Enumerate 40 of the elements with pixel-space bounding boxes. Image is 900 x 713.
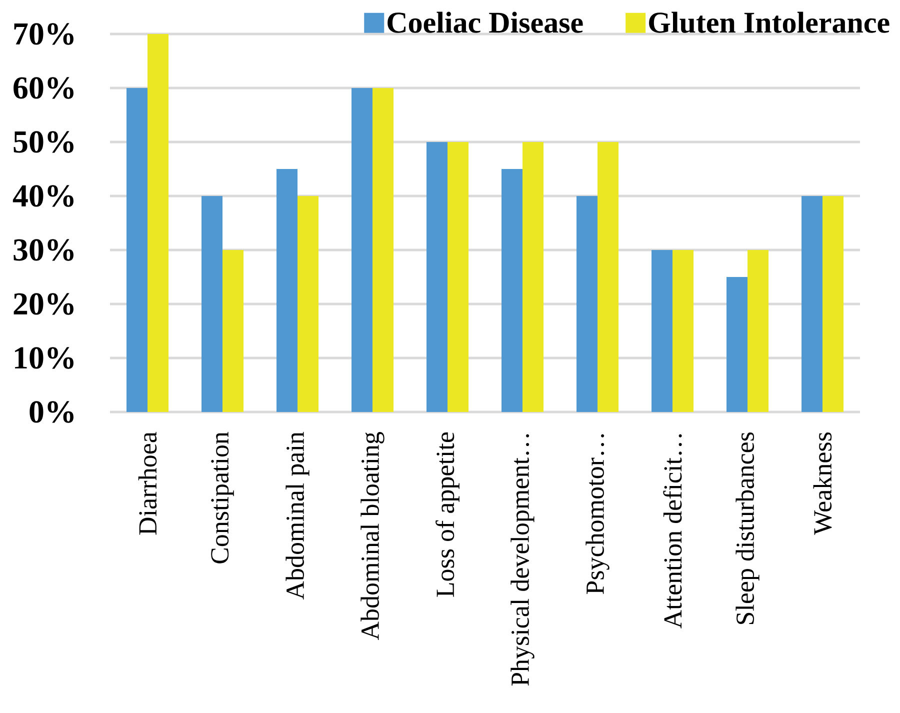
bar — [298, 196, 318, 412]
x-tick-label: Constipation — [211, 432, 234, 564]
y-tick-label: 20% — [14, 293, 74, 315]
y-tick-label: 60% — [14, 77, 74, 99]
bar — [652, 250, 673, 412]
y-tick-label: 70% — [14, 23, 74, 45]
bar — [802, 196, 823, 412]
bar — [576, 196, 598, 412]
x-tick-label: Weakness — [813, 432, 832, 535]
x-tick-label: Abdominal pain — [286, 432, 310, 600]
x-tick-label: Attention deficit… — [663, 434, 682, 628]
bar — [522, 142, 544, 412]
x-tick-label: Psychomotor… — [586, 434, 610, 594]
legend-label: Gluten Intolerance — [649, 12, 890, 33]
bar — [372, 88, 394, 412]
x-tick-label: Diarrhoea — [138, 432, 157, 535]
bar — [276, 169, 298, 412]
bar — [202, 196, 223, 412]
bar — [148, 34, 168, 412]
x-tick-label: Physical development… — [510, 434, 534, 686]
bar — [126, 88, 148, 412]
x-tick-label: Loss of appetite — [436, 432, 460, 597]
y-tick-label: 30% — [14, 239, 74, 261]
bar — [502, 169, 523, 412]
bar — [748, 250, 769, 412]
bar — [352, 88, 373, 412]
bar — [822, 196, 844, 412]
bar — [598, 142, 619, 412]
y-tick-label: 10% — [15, 347, 74, 369]
y-tick-label: 40% — [12, 185, 74, 207]
bar — [222, 250, 244, 412]
bar — [448, 142, 469, 412]
y-tick-label: 50% — [14, 131, 74, 153]
bar — [426, 142, 448, 412]
x-tick-label: Sleep disturbances — [736, 432, 760, 624]
bar — [726, 277, 748, 412]
legend-label: Coeliac Disease — [388, 12, 583, 33]
bar — [672, 250, 694, 412]
y-tick-label: 0% — [30, 401, 74, 423]
x-tick-label: Abdominal bloating — [360, 432, 384, 640]
